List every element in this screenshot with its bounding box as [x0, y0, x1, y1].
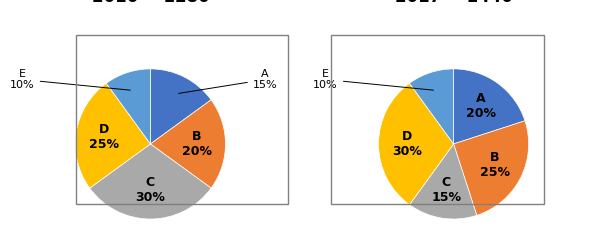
Wedge shape	[89, 144, 211, 219]
Text: B
20%: B 20%	[182, 130, 212, 158]
Wedge shape	[76, 83, 150, 188]
Text: C
15%: C 15%	[431, 176, 461, 204]
Wedge shape	[106, 69, 150, 144]
Text: A
15%: A 15%	[179, 69, 277, 93]
Text: D
25%: D 25%	[89, 123, 120, 151]
Wedge shape	[379, 83, 454, 205]
Wedge shape	[150, 69, 211, 144]
Text: A
20%: A 20%	[466, 92, 496, 120]
Title: Total population in
2016 = 1280: Total population in 2016 = 1280	[63, 0, 238, 5]
Title: Total population in
2017 = 1440: Total population in 2017 = 1440	[366, 0, 541, 5]
Wedge shape	[454, 121, 528, 215]
Wedge shape	[410, 144, 477, 219]
Wedge shape	[150, 100, 225, 188]
Text: B
25%: B 25%	[480, 151, 510, 179]
Text: C
30%: C 30%	[135, 177, 165, 205]
Text: D
30%: D 30%	[392, 130, 422, 158]
Wedge shape	[410, 69, 454, 144]
Text: E
10%: E 10%	[313, 69, 434, 90]
Wedge shape	[454, 69, 525, 144]
Text: E
10%: E 10%	[10, 69, 130, 90]
